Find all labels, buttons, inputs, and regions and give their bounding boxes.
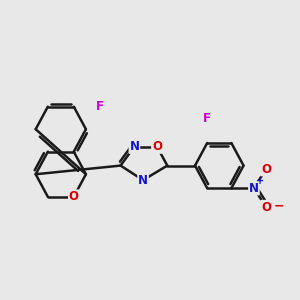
Text: O: O xyxy=(69,190,79,203)
Text: F: F xyxy=(203,112,211,125)
Text: F: F xyxy=(96,100,104,113)
Text: O: O xyxy=(152,140,162,153)
Text: N: N xyxy=(129,140,140,153)
Text: O: O xyxy=(261,163,271,176)
Text: N: N xyxy=(138,174,148,187)
Text: O: O xyxy=(261,201,271,214)
Text: N: N xyxy=(249,182,259,195)
Text: −: − xyxy=(274,200,284,213)
Text: +: + xyxy=(256,176,264,186)
